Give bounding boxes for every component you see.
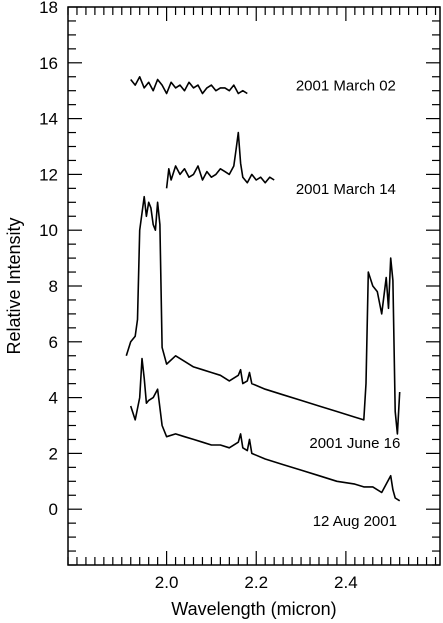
y-tick-label: 4 (49, 389, 58, 408)
y-tick-label: 12 (39, 165, 58, 184)
x-tick-label: 2.2 (244, 573, 268, 592)
series-line-2 (125, 195, 401, 435)
series-line-3 (129, 357, 401, 502)
series-line-1 (165, 131, 275, 189)
series-layer (125, 76, 401, 502)
series-label-3: 12 Aug 2001 (313, 513, 397, 530)
series-label-2: 2001 June 16 (309, 435, 400, 452)
y-axis-label: Relative Intensity (4, 217, 24, 354)
series-line-0 (130, 76, 248, 95)
y-tick-label: 14 (39, 110, 58, 129)
x-tick-label: 2.4 (334, 573, 358, 592)
y-tick-label: 16 (39, 54, 58, 73)
series-label-0: 2001 March 02 (296, 78, 396, 95)
y-tick-label: 0 (49, 500, 58, 519)
x-axis-label: Wavelength (micron) (171, 599, 336, 619)
y-tick-label: 10 (39, 221, 58, 240)
series-label-1: 2001 March 14 (296, 181, 396, 198)
series-labels: 2001 March 02 2001 March 14 2001 June 16 12… (296, 78, 400, 530)
y-tick-label: 8 (49, 277, 58, 296)
axis-ticks: 2.0 2.2 2.4 0 2 4 6 8 10 12 14 16 18 (39, 0, 440, 592)
y-tick-label: 18 (39, 0, 58, 17)
x-tick-label: 2.0 (155, 573, 179, 592)
y-tick-label: 6 (49, 333, 58, 352)
y-tick-label: 2 (49, 444, 58, 463)
plot-frame (67, 6, 441, 566)
